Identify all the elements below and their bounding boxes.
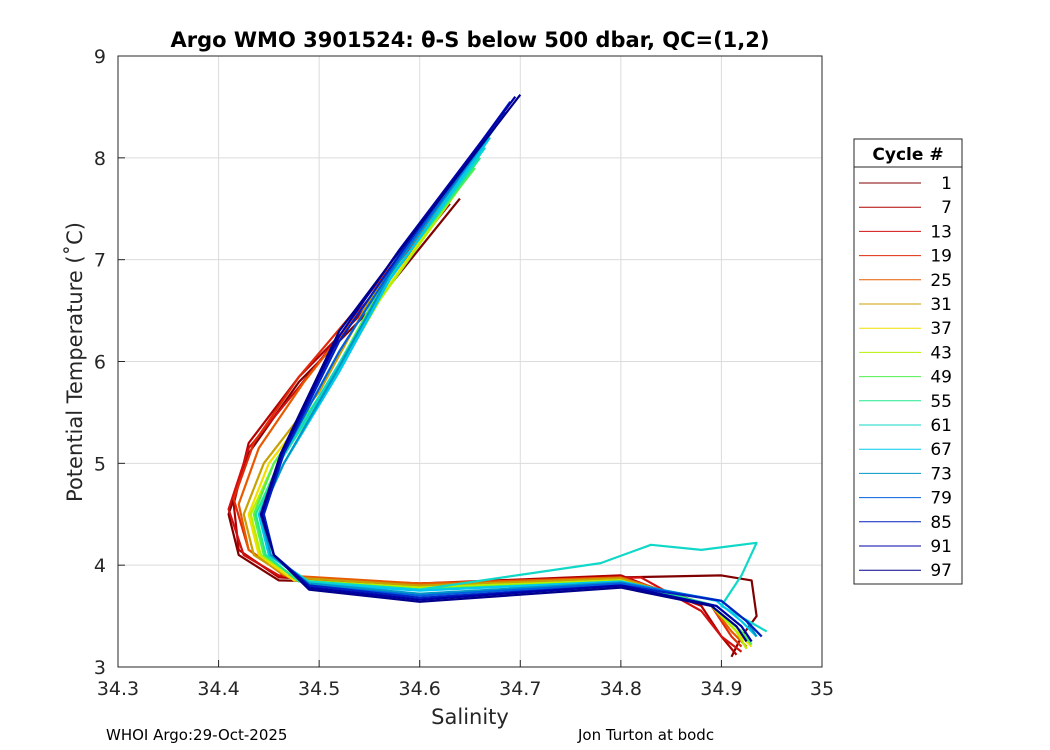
legend-label: 37	[930, 319, 952, 339]
x-tick-label: 34.8	[600, 678, 642, 700]
footer-right: Jon Turton at bodc	[578, 726, 715, 744]
series-line-cycle-97	[259, 94, 748, 643]
x-tick-label: 34.6	[399, 678, 441, 700]
legend-label: 85	[930, 513, 952, 533]
legend-label: 79	[930, 489, 952, 509]
legend-label: 7	[941, 198, 952, 218]
y-axis-label: Potential Temperature (˚C)	[63, 222, 87, 502]
legend-label: 19	[930, 247, 952, 267]
legend-label: 73	[930, 464, 952, 484]
y-tick-label: 4	[94, 555, 106, 577]
legend-label: 61	[930, 416, 952, 436]
x-tick-label: 34.7	[499, 678, 541, 700]
y-tick-label: 6	[94, 352, 106, 374]
legend-label: 1	[941, 174, 952, 194]
chart-title: Argo WMO 3901524: θ-S below 500 dbar, QC…	[171, 28, 770, 52]
x-tick-label: 34.3	[97, 678, 139, 700]
legend-title: Cycle #	[872, 145, 943, 165]
y-tick-label: 3	[94, 657, 106, 679]
legend-label: 67	[930, 440, 952, 460]
y-tick-label: 8	[94, 148, 106, 170]
y-tick-label: 7	[94, 250, 106, 272]
x-tick-label: 34.9	[700, 678, 742, 700]
y-tick-label: 9	[94, 46, 106, 68]
x-tick-label: 34.4	[197, 678, 239, 700]
legend-entries: 1 7 13 19 25 31 37 43 49 55 61 67 73 79 85 91 97	[859, 174, 952, 581]
legend-label: 49	[930, 368, 952, 388]
x-tick-label: 34.5	[298, 678, 340, 700]
legend-label: 43	[930, 343, 952, 363]
legend-label: 97	[930, 561, 952, 581]
x-tick-label: 35	[810, 678, 834, 700]
legend-label: 25	[930, 271, 952, 291]
x-axis-label: Salinity	[431, 705, 509, 729]
legend-box	[853, 138, 963, 585]
series-layer	[227, 94, 768, 658]
y-tick-labels: 3 4 5 6 7 8 9	[94, 46, 125, 679]
legend-label: 13	[930, 222, 952, 242]
legend: Cycle # 1 7 13 19 25 31 37 43 49 55 61 67 73 79 85 91 97	[853, 138, 963, 585]
y-tick-label: 5	[94, 453, 106, 475]
footer-left: WHOI Argo:29-Oct-2025	[106, 726, 288, 744]
legend-label: 31	[930, 295, 952, 315]
x-tick-labels: 34.3 34.4 34.5 34.6 34.7 34.8 34.9 35	[97, 660, 834, 700]
legend-label: 55	[930, 392, 952, 412]
legend-label: 91	[930, 537, 952, 557]
